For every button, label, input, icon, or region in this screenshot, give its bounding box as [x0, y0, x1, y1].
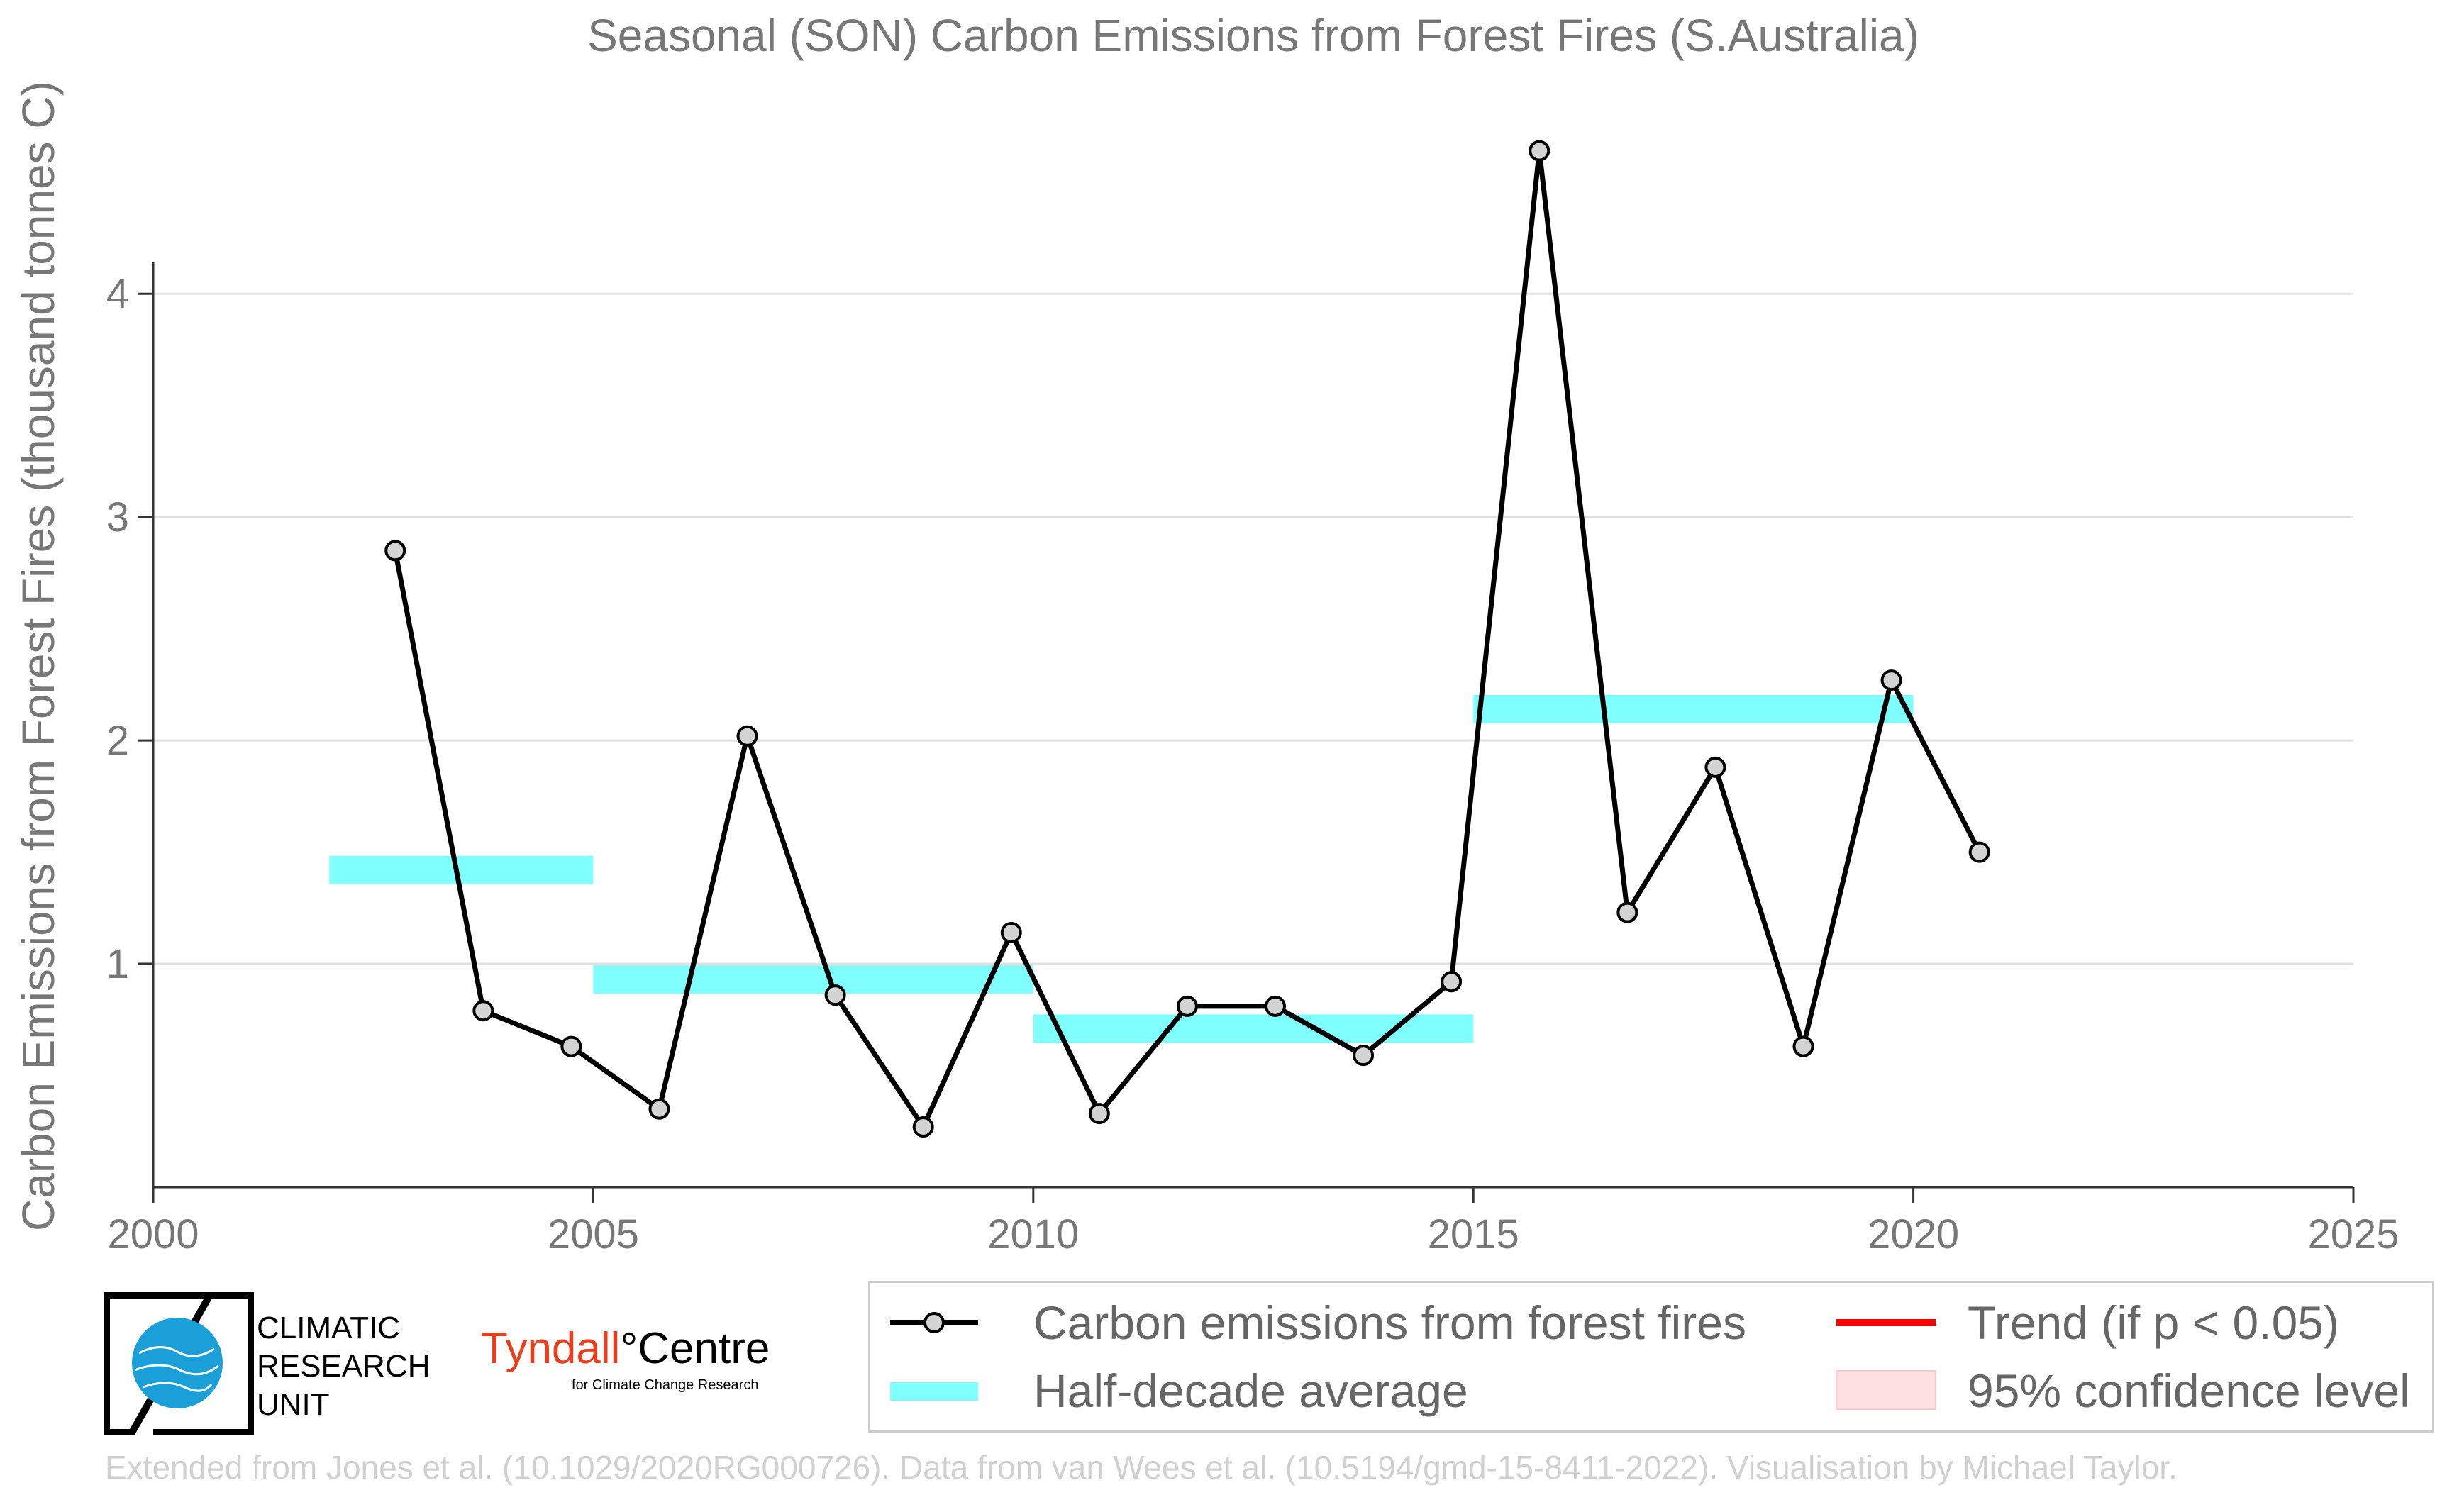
legend-label-emissions: Carbon emissions from forest fires — [1033, 1296, 1746, 1349]
x-tick-label: 2025 — [2307, 1211, 2399, 1257]
data-point — [648, 1098, 670, 1120]
legend-label-confidence: 95% confidence level — [1968, 1364, 2410, 1417]
data-point — [1265, 995, 1287, 1017]
y-tick-label: 3 — [106, 494, 129, 540]
line-marker-icon — [890, 1312, 978, 1333]
legend-item-trend: Trend (if p < 0.05) — [1829, 1294, 2425, 1351]
cru-line-2: RESEARCH — [257, 1349, 431, 1384]
half-decade-band — [593, 965, 1033, 994]
data-point — [1529, 140, 1550, 162]
x-tick-label: 2010 — [987, 1211, 1079, 1257]
y-tick-label: 4 — [106, 271, 129, 317]
half-decade-band — [1033, 1014, 1474, 1043]
half-decade-bands — [329, 695, 1914, 1043]
cru-wordmark: CLIMATIC RESEARCH UNIT — [257, 1309, 431, 1424]
trend-line-icon — [1836, 1319, 1936, 1326]
data-point — [1616, 901, 1638, 923]
data-point — [472, 1000, 494, 1022]
tyndall-logo: Tyndall°Centre for Climate Change Resear… — [481, 1323, 770, 1393]
data-point — [1176, 995, 1198, 1017]
x-tick-label: 2015 — [1428, 1211, 1519, 1257]
data-point — [912, 1116, 934, 1138]
band-swatch-icon — [890, 1382, 978, 1401]
cru-line-3: UNIT — [257, 1387, 330, 1422]
data-point — [1353, 1045, 1375, 1067]
cru-logo — [103, 1291, 255, 1436]
x-tick-label: 2020 — [1868, 1211, 1959, 1257]
half-decade-band — [1473, 695, 1914, 724]
data-point — [1968, 841, 1990, 863]
data-point — [1088, 1103, 1110, 1125]
legend-item-half-decade: Half-decade average — [884, 1362, 1807, 1419]
tyndall-centre: Centre — [638, 1324, 770, 1373]
tyndall-name: Tyndall — [481, 1324, 621, 1373]
data-point — [1704, 756, 1726, 778]
legend-label-half-decade: Half-decade average — [1033, 1364, 1468, 1417]
y-tick-label: 1 — [106, 941, 129, 987]
data-point — [1441, 971, 1463, 993]
data-point — [1792, 1035, 1814, 1057]
x-tick-label: 2005 — [548, 1211, 639, 1257]
chart-title: Seasonal (SON) Carbon Emissions from For… — [587, 10, 1919, 61]
data-point — [1000, 921, 1022, 943]
gridlines — [153, 292, 2353, 965]
data-point — [384, 540, 406, 562]
data-point — [1880, 669, 1902, 691]
half-decade-band — [329, 855, 594, 884]
legend-item-confidence: 95% confidence level — [1829, 1362, 2425, 1419]
cru-line-1: CLIMATIC — [257, 1311, 401, 1345]
data-point — [824, 984, 846, 1006]
axes: 1 2 3 4 2000 2005 2010 2015 2020 2025 — [106, 262, 2400, 1257]
footer-credit: Extended from Jones et al. (10.1029/2020… — [105, 1449, 2178, 1486]
y-axis-label: Carbon Emissions from Forest Fires (thou… — [13, 81, 64, 1231]
data-point — [560, 1035, 582, 1057]
legend: Carbon emissions from forest fires Half-… — [868, 1281, 2434, 1433]
tyndall-subtitle: for Climate Change Research — [572, 1377, 759, 1393]
data-point — [736, 725, 758, 747]
legend-item-emissions: Carbon emissions from forest fires — [884, 1294, 1807, 1351]
tyndall-degree: ° — [620, 1324, 638, 1373]
legend-label-trend: Trend (if p < 0.05) — [1968, 1296, 2339, 1349]
x-tick-label: 2000 — [107, 1211, 199, 1257]
y-tick-label: 2 — [106, 718, 129, 764]
confidence-swatch-icon — [1836, 1370, 1936, 1410]
series-layer — [384, 140, 1990, 1138]
